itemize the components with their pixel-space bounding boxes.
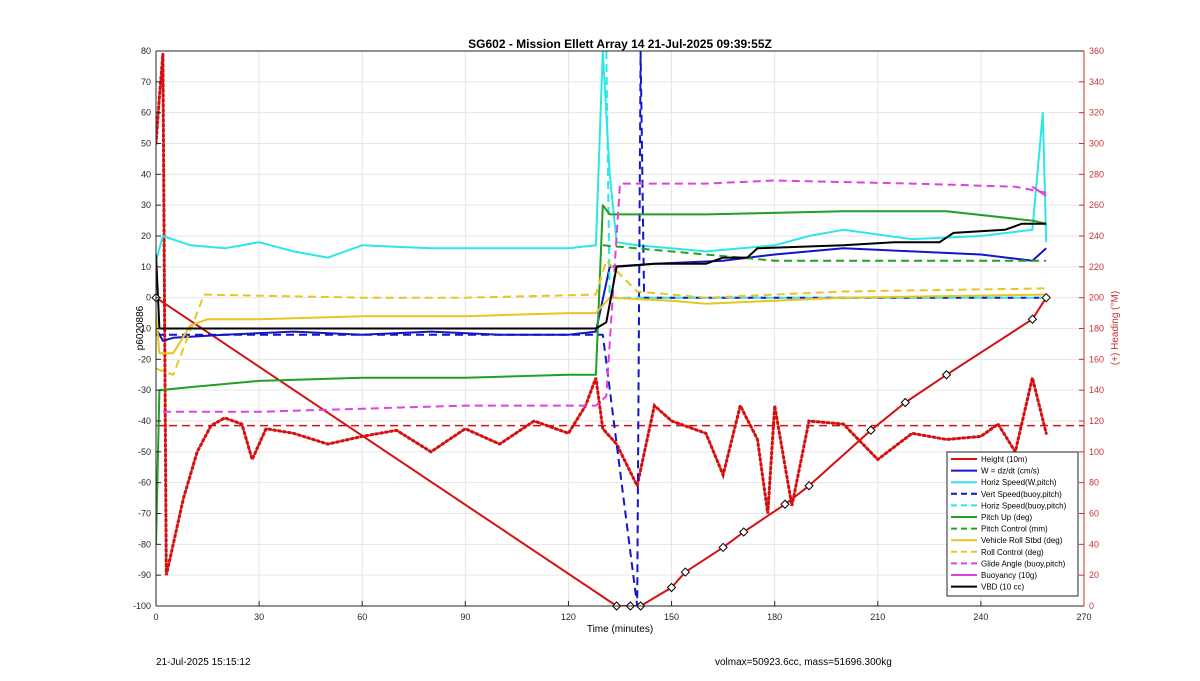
y-tick-label-right: 300 xyxy=(1089,139,1104,149)
legend-label-11: VBD (10 cc) xyxy=(981,583,1024,592)
series-line-5 xyxy=(156,204,1047,545)
legend-box xyxy=(946,451,1079,597)
height-marker xyxy=(866,425,876,435)
series-line-2 xyxy=(156,51,1048,261)
x-tick-label: 180 xyxy=(767,612,782,622)
series-line-3 xyxy=(156,51,1047,606)
y-tick-label-left: 60 xyxy=(141,108,151,118)
y-tick-label-right: 200 xyxy=(1089,293,1104,303)
legend-label-6: Pitch Control (mm) xyxy=(981,525,1048,534)
y-tick-label-left: 70 xyxy=(141,77,151,87)
x-tick-label: 30 xyxy=(254,612,264,622)
height-marker xyxy=(718,542,728,553)
x-tick-label: 270 xyxy=(1076,612,1091,622)
x-tick-label: 90 xyxy=(460,612,470,622)
y-tick-label-left: -30 xyxy=(138,385,151,395)
series-line-8 xyxy=(156,259,1047,376)
y-tick-label-right: 80 xyxy=(1089,478,1099,488)
height-marker xyxy=(680,567,691,577)
y-tick-label-right: 40 xyxy=(1089,539,1099,549)
y-tick-label-right: 100 xyxy=(1089,447,1104,457)
y-tick-label-right: 240 xyxy=(1089,231,1104,241)
height-marker xyxy=(780,499,790,509)
y-tick-label-right: 340 xyxy=(1089,77,1104,87)
y-tick-label-right: 140 xyxy=(1089,385,1104,395)
legend-label-9: Glide Angle (buoy,pitch) xyxy=(981,559,1066,568)
x-axis-label: Time (minutes) xyxy=(587,624,653,635)
series-line-11 xyxy=(156,222,1047,330)
series-layer xyxy=(151,51,1084,611)
height-marker xyxy=(900,397,910,408)
y-axis-label-right: (+) Heading (°M) xyxy=(1110,291,1121,365)
y-tick-label-left: -60 xyxy=(138,478,151,488)
x-tick-label: 150 xyxy=(664,612,679,622)
y-tick-label-right: 360 xyxy=(1089,46,1104,56)
legend-label-7: Vehicle Roll Stbd (deg) xyxy=(981,536,1063,545)
y-tick-label-left: -100 xyxy=(133,601,151,611)
x-tick-label: 210 xyxy=(870,612,885,622)
y-tick-label-right: 20 xyxy=(1089,570,1099,580)
legend-label-2: Horiz Speed(W,pitch) xyxy=(981,478,1057,487)
y-tick-label-right: 0 xyxy=(1089,601,1094,611)
series-line-6 xyxy=(602,244,1047,262)
height-marker xyxy=(1027,314,1038,324)
y-tick-label-left: -40 xyxy=(138,416,151,426)
height-marker xyxy=(666,582,677,593)
footer-timestamp: 21-Jul-2025 15:15:12 xyxy=(156,657,251,668)
height-marker xyxy=(804,481,814,491)
y-tick-label-left: 20 xyxy=(141,231,151,241)
legend-label-8: Roll Control (deg) xyxy=(981,548,1044,557)
series-line-10 xyxy=(1031,185,1047,197)
y-tick-label-left: -50 xyxy=(138,447,151,457)
y-tick-label-left: -80 xyxy=(138,539,151,549)
legend-label-3: Vert Speed(buoy,pitch) xyxy=(981,490,1062,499)
y-tick-label-right: 120 xyxy=(1089,416,1104,426)
height-marker xyxy=(1041,292,1051,303)
x-tick-label: 240 xyxy=(973,612,988,622)
y-tick-label-left: -90 xyxy=(138,570,151,580)
x-tick-label: 0 xyxy=(153,612,158,622)
axes: 0 30 60 90 120 150 180 210 240 270 80 70 60 50 40 30 20 1… xyxy=(133,46,1104,622)
legend-label-0: Height (10m) xyxy=(981,455,1028,464)
legend-label-1: W = dz/dt (cm/s) xyxy=(981,467,1040,476)
y-tick-label-left: 50 xyxy=(141,139,151,149)
legend-label-4: Horiz Speed(buoy,pitch) xyxy=(981,501,1067,510)
series-line-7 xyxy=(156,293,1047,355)
chart-title: SG602 - Mission Ellett Array 14 21-Jul-2… xyxy=(468,37,772,51)
y-tick-label-right: 280 xyxy=(1089,169,1104,179)
height-marker xyxy=(941,370,952,380)
y-tick-label-right: 260 xyxy=(1089,200,1104,210)
height-marker xyxy=(739,527,749,537)
y-tick-label-right: 220 xyxy=(1089,262,1104,272)
y-tick-label-left: 40 xyxy=(141,169,151,179)
y-tick-label-right: 160 xyxy=(1089,354,1104,364)
y-tick-label-left: -20 xyxy=(138,354,151,364)
y-tick-label-right: 320 xyxy=(1089,108,1104,118)
y-tick-label-left: -70 xyxy=(138,509,151,519)
y-tick-label-left: 80 xyxy=(141,46,151,56)
y-tick-label-right: 180 xyxy=(1089,324,1104,334)
legend-label-10: Buoyancy (10g) xyxy=(981,571,1037,580)
legend: Height (10m) W = dz/dt (cm/s) Horiz Speed(… xyxy=(946,451,1079,597)
footer-mass-info: volmax=50923.6cc, mass=51696.300kg xyxy=(715,657,892,668)
y-tick-label-left: 30 xyxy=(141,200,151,210)
y-tick-label-left: 0 xyxy=(146,293,151,303)
y-tick-label-left: -10 xyxy=(138,324,151,334)
heading-series xyxy=(156,53,1048,576)
y-tick-label-right: 60 xyxy=(1089,509,1099,519)
y-axis-label-left: p6020886 xyxy=(135,305,146,350)
y-tick-label-left: 10 xyxy=(141,262,151,272)
x-tick-label: 60 xyxy=(357,612,367,622)
legend-label-5: Pitch Up (deg) xyxy=(981,513,1032,522)
x-tick-label: 120 xyxy=(561,612,576,622)
